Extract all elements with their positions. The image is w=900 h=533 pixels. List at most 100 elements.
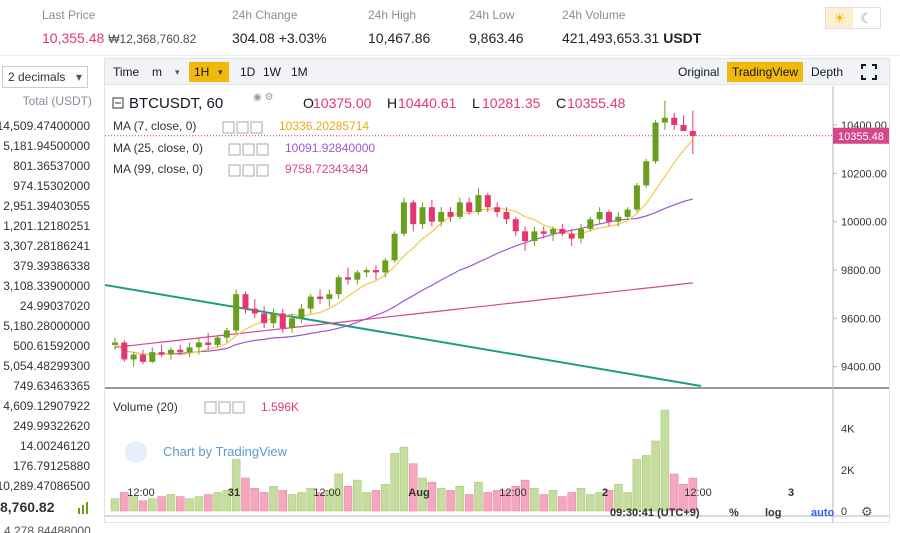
candle-body[interactable]	[680, 125, 687, 132]
candle-body[interactable]	[447, 212, 454, 217]
candle-body[interactable]	[345, 277, 351, 280]
fullscreen-icon[interactable]	[861, 64, 877, 80]
candle-body[interactable]	[400, 202, 407, 234]
candle-body[interactable]	[559, 228, 566, 234]
candle-body[interactable]	[503, 212, 510, 220]
interval-1m-button[interactable]: 1M	[291, 65, 308, 79]
candle-body[interactable]	[233, 294, 240, 331]
volume-bar[interactable]	[576, 488, 586, 512]
orderbook-row[interactable]: 14,509.47400000	[0, 119, 90, 133]
volume-bar[interactable]	[157, 496, 166, 512]
candle-body[interactable]	[112, 342, 118, 345]
clock-label[interactable]: 09:30:41 (UTC+9)	[610, 507, 700, 519]
volume-bar[interactable]	[520, 479, 530, 512]
volume-bar[interactable]	[203, 494, 213, 512]
volume-bar[interactable]	[669, 473, 679, 512]
candle-body[interactable]	[298, 308, 305, 319]
volume-bar[interactable]	[548, 490, 558, 512]
candle-body[interactable]	[261, 313, 268, 324]
volume-bar[interactable]	[436, 488, 446, 512]
candle-body[interactable]	[382, 260, 389, 273]
orderbook-row[interactable]: 749.63463365	[13, 379, 90, 393]
volume-bar[interactable]	[120, 492, 129, 512]
volume-bar[interactable]	[679, 483, 688, 512]
volume-bar[interactable]	[185, 498, 194, 512]
candle-body[interactable]	[578, 228, 584, 239]
ma-settings-icon[interactable]	[228, 164, 241, 177]
volume-bar[interactable]	[110, 498, 120, 512]
orderbook-row[interactable]: 5,180.28000000	[3, 319, 90, 333]
volume-bar[interactable]	[241, 477, 250, 512]
settings-gear-icon[interactable]: ⚙	[861, 504, 873, 519]
volume-bar[interactable]	[455, 486, 465, 512]
volume-bar[interactable]	[483, 492, 493, 512]
volume-bar[interactable]	[427, 481, 437, 512]
volume-bar[interactable]	[660, 409, 670, 512]
interval-1w-button[interactable]: 1W	[263, 65, 281, 79]
volume-bar[interactable]	[511, 486, 521, 512]
volume-settings-icon[interactable]	[232, 401, 245, 414]
candle-body[interactable]	[550, 228, 557, 234]
candle-body[interactable]	[279, 313, 286, 329]
ma-settings-icon[interactable]	[228, 143, 241, 156]
orderbook-row[interactable]: 10,289.47086500	[0, 479, 90, 493]
candle-body[interactable]	[139, 354, 146, 362]
candle-body[interactable]	[671, 117, 678, 125]
candle-body[interactable]	[438, 212, 445, 222]
orderbook-row[interactable]: 249.99322620	[13, 419, 90, 433]
volume-bar[interactable]	[464, 494, 474, 512]
volume-bar[interactable]	[399, 446, 409, 512]
candle-body[interactable]	[326, 294, 333, 299]
volume-bar[interactable]	[269, 486, 278, 512]
orderbook-row[interactable]: 1,201.12180251	[3, 219, 90, 233]
volume-bar[interactable]	[175, 496, 185, 512]
candle-body[interactable]	[167, 349, 174, 355]
candle-body[interactable]	[428, 207, 435, 222]
view-original-tab[interactable]: Original	[678, 65, 720, 79]
orderbook-row[interactable]: 801.36537000	[13, 159, 90, 173]
candle-body[interactable]	[475, 195, 482, 212]
volume-bar[interactable]	[362, 492, 371, 512]
volume-bar[interactable]	[567, 492, 576, 512]
ma-settings-icon[interactable]	[250, 121, 263, 134]
decimals-select[interactable]: 2 decimals	[2, 66, 88, 88]
volume-bar[interactable]	[287, 494, 297, 512]
moon-icon[interactable]: ☾	[860, 10, 873, 26]
candle-body[interactable]	[195, 342, 202, 348]
volume-bar[interactable]	[297, 492, 306, 512]
collapse-legend-icon[interactable]	[112, 97, 124, 109]
volume-bar[interactable]	[539, 494, 548, 512]
volume-bar[interactable]	[353, 479, 362, 512]
candle-body[interactable]	[130, 354, 137, 360]
candle-body[interactable]	[456, 202, 463, 217]
volume-bar[interactable]	[418, 477, 427, 512]
candle-body[interactable]	[242, 294, 249, 309]
volume-bar[interactable]	[446, 490, 455, 512]
orderbook-row[interactable]: 176.79125880	[13, 459, 90, 473]
volume-bar[interactable]	[371, 490, 381, 512]
volume-settings-icon[interactable]	[204, 401, 217, 414]
volume-bar[interactable]	[138, 500, 148, 512]
candle-body[interactable]	[689, 131, 696, 136]
view-depth-tab[interactable]: Depth	[811, 65, 844, 79]
volume-bar[interactable]	[408, 463, 418, 512]
candle-body[interactable]	[205, 342, 212, 345]
volume-bar[interactable]	[325, 490, 334, 512]
volume-bar[interactable]	[632, 459, 642, 512]
candle-body[interactable]	[289, 318, 296, 328]
volume-bar[interactable]	[194, 496, 204, 512]
candle-body[interactable]	[568, 233, 575, 239]
ma-settings-icon[interactable]	[256, 143, 269, 156]
candle-body[interactable]	[605, 212, 612, 222]
candle-body[interactable]	[587, 219, 594, 229]
interval-1h-button[interactable]: 1H	[189, 62, 229, 82]
tradingview-chart[interactable]: Time m ▾ 1H ▾ 1D 1W 1M Original TradingV…	[104, 58, 890, 523]
candle-body[interactable]	[410, 202, 417, 225]
orderbook-row[interactable]: 5,054.48299300	[3, 359, 90, 373]
candle-body[interactable]	[251, 308, 258, 314]
volume-bar[interactable]	[250, 488, 260, 512]
volume-bar[interactable]	[315, 492, 325, 512]
orderbook-row[interactable]: 974.15302000	[13, 179, 90, 193]
candle-body[interactable]	[270, 313, 277, 324]
orderbook-row[interactable]: 379.39386338	[13, 259, 90, 273]
